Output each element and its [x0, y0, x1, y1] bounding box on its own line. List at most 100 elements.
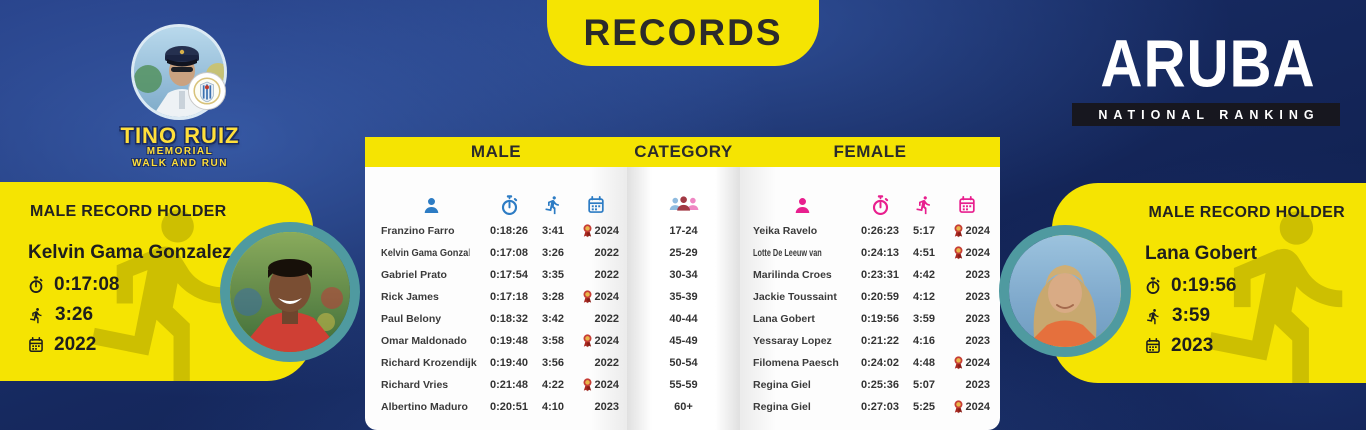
record-holder-name: Lana Gobert: [1145, 243, 1257, 264]
female-column-header: FEMALE: [833, 142, 907, 161]
record-year: 2024: [594, 335, 619, 347]
record-time: 0:24:02: [861, 357, 899, 369]
record-time: 0:21:48: [490, 379, 528, 391]
category-rows: 17-24 25-29 30-34 35-39 40-44 45-49 50-5…: [627, 220, 740, 418]
police-badge-icon: [188, 72, 226, 110]
calendar-icon: [1145, 338, 1161, 354]
category-label: 30-34: [669, 269, 698, 281]
record-time: 0:19:56: [861, 313, 899, 325]
athlete-name: Lana Gobert: [753, 313, 815, 325]
stopwatch-icon: [28, 276, 44, 294]
group-icon: [627, 193, 740, 214]
table-row: Lana Gobert 0:19:56 3:59 2023: [740, 308, 1000, 330]
record-year: 2023: [965, 313, 990, 325]
medal-icon: [953, 224, 964, 238]
records-title: RECORDS: [583, 12, 783, 53]
record-year: 2024: [594, 225, 619, 237]
record-time: 0:18:26: [490, 225, 528, 237]
record-year: 2024: [965, 401, 990, 413]
record-time: 0:17:08: [490, 247, 528, 259]
record-time: 0:17:54: [490, 269, 528, 281]
record-year: 2023: [965, 379, 990, 391]
record-time: 0:18:32: [490, 313, 528, 325]
person-icon: [381, 196, 481, 215]
record-year: 2022: [594, 313, 619, 325]
record-time: 0:23:31: [861, 269, 899, 281]
table-row: Regina Giel 0:25:36 5:07 2023: [740, 374, 1000, 396]
male-holder-portrait-illustration: [230, 232, 350, 352]
medal-icon: [582, 334, 593, 348]
record-time: 0:26:23: [861, 225, 899, 237]
record-pace: 3:26: [541, 247, 565, 259]
record-pace: 3:59: [1172, 305, 1211, 326]
pace-stat: 3:26: [28, 300, 120, 330]
athlete-name: Yessaray Lopez: [753, 335, 832, 347]
record-year: 2024: [594, 379, 619, 391]
record-pace: 3:42: [541, 313, 565, 325]
athlete-name: Yeika Ravelo: [753, 225, 818, 237]
record-year: 2022: [594, 247, 619, 259]
record-pace: 4:51: [912, 247, 936, 259]
table-header-band: MALE CATEGORY FEMALE: [365, 137, 1000, 167]
athlete-name: Gabriel Prato: [381, 269, 447, 281]
record-year: 2024: [965, 247, 990, 259]
table-row: Gabriel Prato 0:17:54 3:35 2022: [365, 264, 627, 286]
record-time: 0:27:03: [861, 401, 899, 413]
athlete-name: Marilinda Croes: [753, 269, 832, 281]
athlete-name: Filomena Paesch: [753, 357, 839, 369]
female-records-page: Yeika Ravelo 0:26:23 5:17 2024 Lotte De Lee…: [740, 167, 1000, 430]
category-label: 40-44: [669, 313, 698, 325]
table-row: Yessaray Lopez 0:21:22 4:16 2023: [740, 330, 1000, 352]
table-row: Franzino Farro 0:18:26 3:41 2024: [365, 220, 627, 242]
record-year: 2023: [965, 269, 990, 281]
record-pace: 4:42: [912, 269, 936, 281]
record-year: 2023: [965, 335, 990, 347]
runner-icon: [537, 195, 569, 215]
record-pace: 3:41: [541, 225, 565, 237]
runner-icon: [1145, 308, 1162, 325]
time-stat: 0:19:56: [1145, 271, 1237, 301]
male-records-page: Franzino Farro 0:18:26 3:41 2024 Kelvin Gam…: [365, 167, 627, 430]
record-holder-name: Kelvin Gama Gonzalez: [28, 242, 232, 263]
record-time: 0:21:22: [861, 335, 899, 347]
record-time: 0:25:36: [861, 379, 899, 391]
record-time: 0:17:18: [490, 291, 528, 303]
athlete-name: Regina Giel: [753, 379, 811, 391]
table-row: Marilinda Croes 0:23:31 4:42 2023: [740, 264, 1000, 286]
table-row: Kelvin Gama Gonzalez 0:17:08 3:26 2022: [365, 242, 627, 264]
record-pace: 3:56: [541, 357, 565, 369]
record-time: 0:17:08: [54, 274, 120, 295]
record-pace: 5:17: [912, 225, 936, 237]
lana-photo: [999, 225, 1131, 357]
record-year: 2023: [965, 291, 990, 303]
year-stat: 2023: [1145, 331, 1237, 361]
runner-icon: [28, 307, 45, 324]
athlete-name: Richard Krozendijk: [381, 357, 477, 369]
record-pace: 3:35: [541, 269, 565, 281]
athlete-name: Franzino Farro: [381, 225, 455, 237]
male-column-header: MALE: [470, 142, 522, 161]
table-row: Richard Krozendijk 0:19:40 3:56 2022: [365, 352, 627, 374]
national-ranking-label: NATIONAL RANKING: [1098, 107, 1320, 122]
category-label: 17-24: [669, 225, 698, 237]
calendar-icon: [573, 196, 619, 214]
record-time: 0:19:40: [490, 357, 528, 369]
medal-icon: [582, 378, 593, 392]
national-ranking-bar: NATIONAL RANKING: [1072, 103, 1340, 126]
stopwatch-icon: [856, 195, 904, 216]
athlete-name: Lotte De Leeuw van Weenen: [753, 247, 822, 259]
record-pace: 4:16: [912, 335, 936, 347]
table-row: Lotte De Leeuw van Weenen 0:24:13 4:51 2024: [740, 242, 1000, 264]
female-icons-row: [740, 193, 1000, 217]
medal-icon: [582, 224, 593, 238]
table-row: Omar Maldonado 0:19:48 3:58 2024: [365, 330, 627, 352]
panel-title: MALE RECORD HOLDER: [1148, 204, 1345, 221]
record-pace: 3:26: [55, 304, 94, 325]
category-spine: 17-24 25-29 30-34 35-39 40-44 45-49 50-5…: [627, 167, 740, 430]
male-icons-row: [365, 193, 627, 217]
record-time: 0:19:48: [490, 335, 528, 347]
category-label: 25-29: [669, 247, 698, 259]
medal-icon: [582, 290, 593, 304]
event-subtitle-memorial: MEMORIAL: [146, 146, 214, 157]
